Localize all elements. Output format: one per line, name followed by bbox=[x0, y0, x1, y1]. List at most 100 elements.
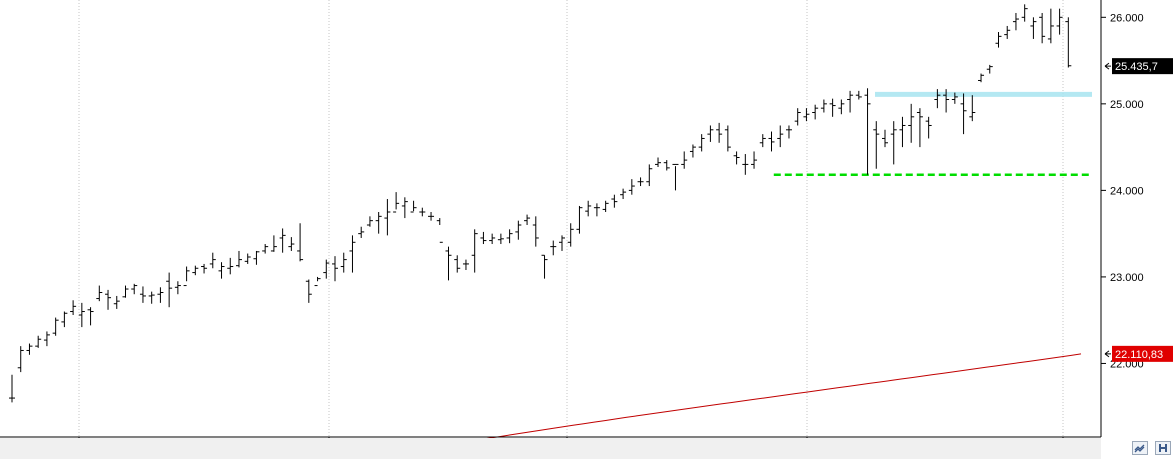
ohlc-bar bbox=[122, 285, 129, 298]
ohlc-bar bbox=[410, 200, 417, 213]
autoscale-button[interactable] bbox=[1132, 441, 1148, 455]
ohlc-bar bbox=[454, 255, 461, 273]
ohlc-bar bbox=[78, 302, 85, 328]
ohlc-bar bbox=[558, 235, 565, 251]
x-axis-band bbox=[0, 438, 1101, 459]
moving-average-label: 22.110,83 bbox=[1115, 349, 1163, 361]
ohlc-bar bbox=[986, 64, 993, 74]
ohlc-bar bbox=[637, 177, 644, 187]
ohlc-bar bbox=[541, 254, 548, 279]
ohlc-bar bbox=[855, 90, 862, 100]
ohlc-bar bbox=[253, 250, 260, 265]
ohlc-bar bbox=[628, 179, 635, 195]
ohlc-bar bbox=[201, 263, 208, 274]
ohlc-bar bbox=[445, 246, 452, 281]
y-tick-label: 26.000 bbox=[1110, 12, 1144, 24]
ohlc-bar bbox=[227, 257, 234, 275]
ohlc-bar bbox=[105, 289, 112, 310]
ohlc-bar bbox=[716, 122, 723, 143]
ohlc-bar bbox=[375, 212, 382, 234]
ohlc-bar bbox=[803, 108, 810, 122]
ohlc-bar bbox=[873, 121, 880, 169]
ohlc-bar bbox=[864, 88, 871, 175]
ohlc-bar bbox=[820, 99, 827, 113]
ohlc-bar bbox=[471, 229, 478, 273]
ohlc-bar bbox=[96, 285, 103, 302]
ohlc-bar bbox=[838, 99, 845, 115]
ohlc-bar bbox=[847, 90, 854, 113]
ohlc-bar bbox=[183, 266, 190, 287]
ohlc-bar bbox=[1030, 17, 1037, 39]
ohlc-bar bbox=[620, 188, 627, 200]
ohlc-bar bbox=[384, 199, 391, 236]
ohlc-bar bbox=[978, 73, 985, 83]
ohlc-bar bbox=[707, 125, 714, 142]
ohlc-bar bbox=[497, 233, 504, 245]
moving-average-box bbox=[1112, 345, 1173, 362]
ohlc-bar bbox=[593, 203, 600, 217]
ohlc-bar bbox=[655, 157, 662, 168]
moving-average bbox=[445, 353, 1082, 446]
ohlc-bar bbox=[358, 226, 365, 238]
ohlc-bar bbox=[323, 259, 330, 279]
moving-average-line bbox=[445, 353, 1082, 446]
ohlc-bar bbox=[969, 95, 976, 122]
ohlc-bar bbox=[742, 154, 749, 175]
ohlc-bar bbox=[733, 151, 740, 165]
ohlc-bar bbox=[244, 253, 251, 264]
ohlc-bar bbox=[480, 231, 487, 245]
ohlc-bar bbox=[9, 374, 15, 403]
ohlc-bar bbox=[366, 216, 373, 227]
ohlc-bar bbox=[17, 346, 24, 373]
ohlc-bar bbox=[262, 244, 269, 254]
ohlc-bar bbox=[340, 252, 347, 273]
last-price-arrow-icon bbox=[1104, 62, 1111, 70]
ohlc-bar bbox=[785, 125, 792, 139]
ohlc-bar bbox=[681, 151, 688, 169]
ohlc-bar bbox=[663, 160, 670, 171]
ohlc-bar bbox=[148, 291, 155, 304]
ohlc-bar bbox=[567, 223, 574, 247]
ohlc-bar bbox=[113, 295, 120, 309]
ohlc-bar bbox=[794, 108, 801, 126]
annotations bbox=[773, 91, 1092, 177]
y-tick-label: 25.000 bbox=[1110, 99, 1144, 111]
price-bars bbox=[9, 4, 1072, 403]
ohlc-bar bbox=[908, 103, 915, 143]
y-tick-label: 24.000 bbox=[1110, 185, 1144, 197]
ohlc-bar bbox=[724, 125, 731, 152]
ohlc-bar bbox=[960, 93, 967, 135]
settings-icon[interactable] bbox=[1155, 441, 1171, 455]
ohlc-bar bbox=[611, 194, 618, 208]
grid bbox=[78, 0, 1064, 437]
ohlc-bar bbox=[52, 317, 59, 336]
ohlc-bar bbox=[393, 192, 400, 213]
ohlc-bar bbox=[890, 121, 897, 165]
ohlc-bar bbox=[882, 129, 888, 148]
ohlc-bar bbox=[157, 287, 164, 303]
ohlc-bar bbox=[829, 98, 836, 117]
ohlc-bar bbox=[951, 92, 958, 104]
ohlc-bar bbox=[235, 250, 242, 268]
ohlc-bar bbox=[419, 207, 426, 217]
ohlc-bar bbox=[305, 279, 312, 303]
ohlc-bar bbox=[698, 134, 705, 152]
y-tick-label: 23.000 bbox=[1110, 272, 1144, 284]
ohlc-bar bbox=[1056, 8, 1063, 35]
ohlc-bar bbox=[768, 131, 775, 152]
ohlc-bar bbox=[585, 200, 592, 217]
ohlc-bar bbox=[550, 240, 557, 256]
last-price-label: 25.435,7 bbox=[1115, 61, 1158, 73]
ohlc-bar bbox=[401, 197, 408, 219]
ohlc-bar bbox=[61, 311, 68, 328]
ohlc-bar bbox=[812, 104, 819, 120]
axes: 01-Jul-2501-Ago-2501-Sep-2501-Oct-2501-N… bbox=[0, 0, 1144, 459]
ohlc-bar bbox=[139, 286, 146, 303]
ohlc-bar bbox=[35, 335, 42, 348]
ohlc-bar bbox=[899, 116, 906, 148]
ohlc-bar bbox=[934, 89, 941, 109]
ohlc-bar bbox=[672, 163, 679, 191]
ohlc-bar bbox=[602, 200, 609, 213]
